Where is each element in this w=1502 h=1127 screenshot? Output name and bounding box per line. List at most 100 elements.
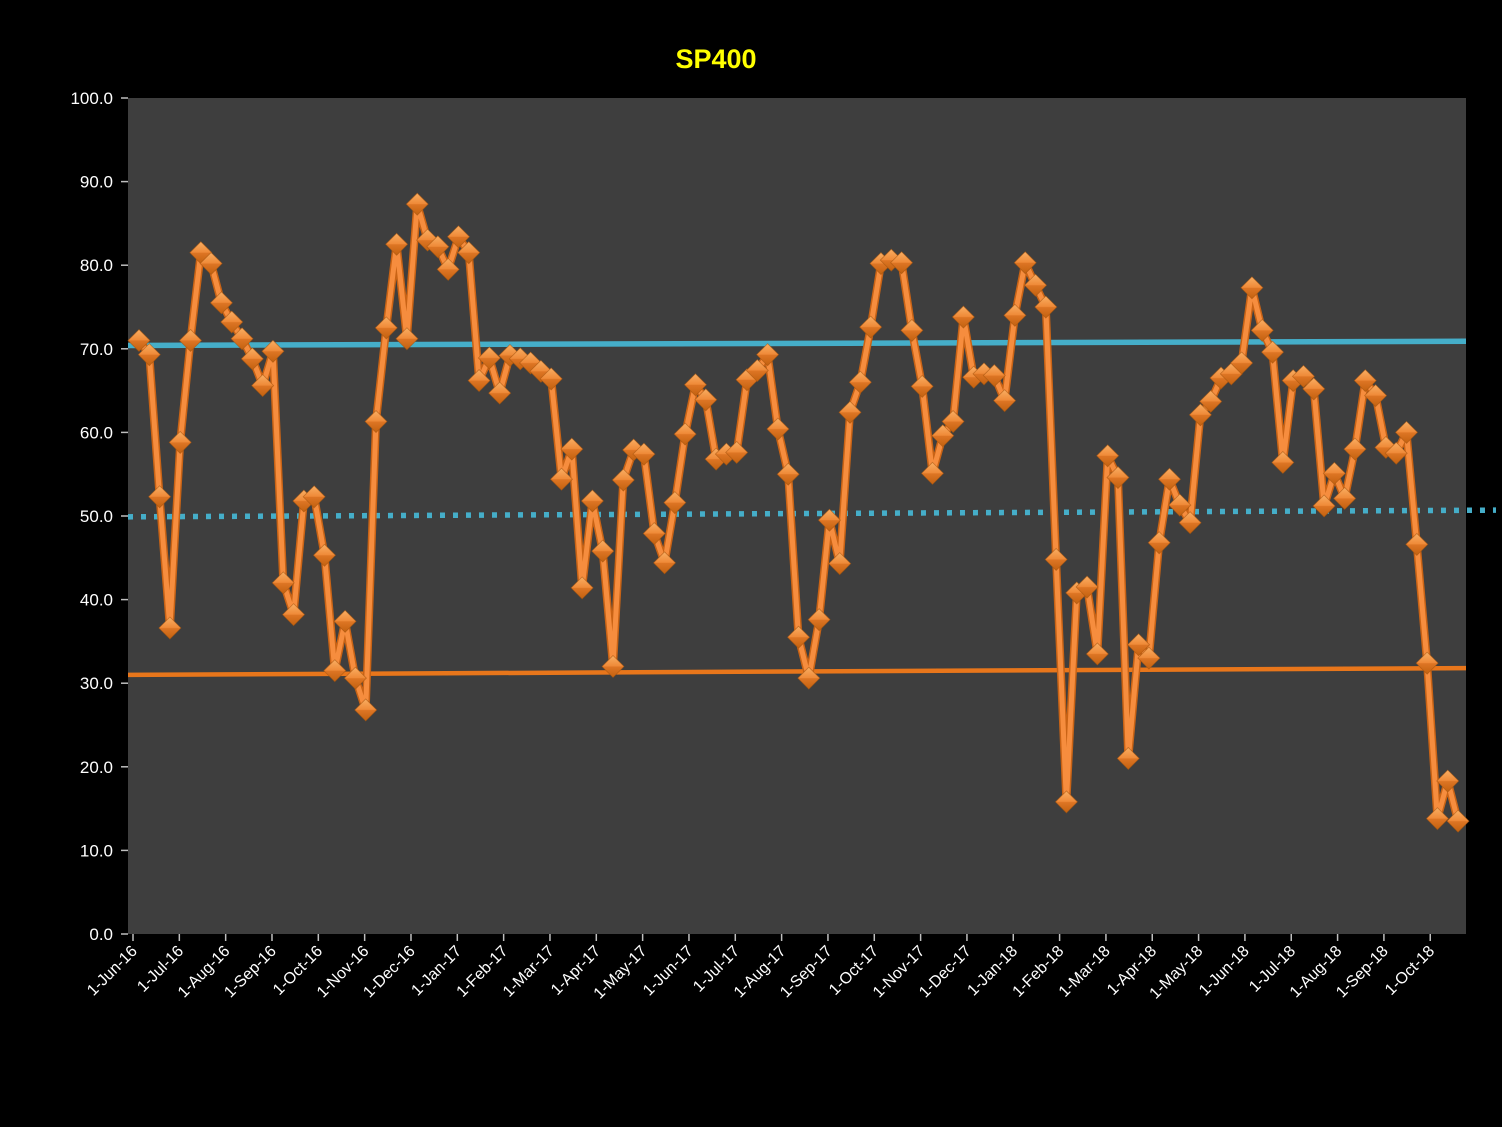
data-point-marker[interactable] xyxy=(333,609,357,633)
data-point-marker[interactable] xyxy=(725,440,749,465)
data-point-marker[interactable] xyxy=(1425,807,1449,831)
data-point-marker[interactable] xyxy=(549,467,574,491)
data-point-marker[interactable] xyxy=(457,241,481,265)
data-point-marker[interactable] xyxy=(838,400,862,424)
data-point-marker[interactable] xyxy=(209,291,234,315)
data-point-marker[interactable] xyxy=(756,343,780,367)
data-point-marker[interactable] xyxy=(1250,318,1274,342)
data-point-marker[interactable] xyxy=(580,489,604,513)
data-point-marker[interactable] xyxy=(1188,403,1212,427)
data-point-marker[interactable] xyxy=(848,370,872,394)
data-point-marker[interactable] xyxy=(168,430,192,454)
data-point-marker[interactable] xyxy=(1240,276,1264,300)
data-point-marker[interactable] xyxy=(1199,389,1223,414)
data-point-marker[interactable] xyxy=(1333,486,1357,511)
data-point-marker[interactable] xyxy=(766,417,790,441)
data-point-marker[interactable] xyxy=(1415,651,1439,675)
data-point-marker[interactable] xyxy=(240,347,264,371)
data-point-marker[interactable] xyxy=(426,235,450,259)
data-point-marker[interactable] xyxy=(601,654,625,679)
data-point-marker[interactable] xyxy=(436,257,460,281)
data-point-marker[interactable] xyxy=(560,437,584,461)
data-point-marker[interactable] xyxy=(1353,369,1377,393)
data-point-marker[interactable] xyxy=(364,409,388,434)
sp400-series[interactable] xyxy=(127,192,1470,833)
data-point-marker[interactable] xyxy=(1405,532,1429,556)
data-point-marker[interactable] xyxy=(1157,467,1182,491)
data-point-marker[interactable] xyxy=(271,571,295,595)
data-point-marker[interactable] xyxy=(220,310,244,334)
data-point-marker[interactable] xyxy=(920,461,945,485)
data-point-marker[interactable] xyxy=(993,389,1017,413)
data-point-marker[interactable] xyxy=(312,543,337,567)
data-point-marker[interactable] xyxy=(343,666,367,690)
data-point-marker[interactable] xyxy=(1436,769,1460,793)
data-point-marker[interactable] xyxy=(199,251,223,276)
data-point-marker[interactable] xyxy=(261,339,285,363)
data-point-marker[interactable] xyxy=(1343,437,1367,461)
data-point-marker[interactable] xyxy=(632,442,656,466)
data-point-marker[interactable] xyxy=(1178,511,1202,535)
data-point-marker[interactable] xyxy=(1384,441,1408,465)
data-point-marker[interactable] xyxy=(354,698,378,722)
data-point-marker[interactable] xyxy=(931,424,955,448)
data-point-marker[interactable] xyxy=(591,539,615,563)
data-point-marker[interactable] xyxy=(178,328,203,353)
data-point-marker[interactable] xyxy=(405,192,429,216)
data-point-marker[interactable] xyxy=(230,327,254,351)
data-point-marker[interactable] xyxy=(1034,295,1058,319)
data-point-marker[interactable] xyxy=(302,485,326,509)
data-point-marker[interactable] xyxy=(611,468,635,492)
data-point-marker[interactable] xyxy=(1291,364,1316,388)
data-point-marker[interactable] xyxy=(395,327,419,351)
data-point-marker[interactable] xyxy=(951,305,975,329)
data-point-marker[interactable] xyxy=(982,363,1006,388)
data-point-marker[interactable] xyxy=(323,659,347,683)
data-point-marker[interactable] xyxy=(1394,420,1419,444)
data-point-marker[interactable] xyxy=(1106,465,1130,490)
data-point-marker[interactable] xyxy=(1023,273,1048,297)
data-point-marker[interactable] xyxy=(900,318,924,342)
data-point-marker[interactable] xyxy=(694,388,718,412)
data-point-marker[interactable] xyxy=(1116,746,1140,771)
data-point-marker[interactable] xyxy=(859,315,883,339)
data-point-marker[interactable] xyxy=(477,346,501,370)
data-point-marker[interactable] xyxy=(282,603,306,627)
data-point-marker[interactable] xyxy=(1137,646,1161,670)
data-point-marker[interactable] xyxy=(251,374,275,398)
data-point-marker[interactable] xyxy=(488,381,512,405)
data-point-marker[interactable] xyxy=(807,608,831,632)
data-point-marker[interactable] xyxy=(1003,303,1027,327)
data-point-marker[interactable] xyxy=(127,328,151,353)
data-point-marker[interactable] xyxy=(467,369,491,393)
data-point-marker[interactable] xyxy=(1312,494,1336,518)
data-point-marker[interactable] xyxy=(374,316,398,340)
data-point-marker[interactable] xyxy=(673,422,697,446)
data-point-marker[interactable] xyxy=(446,225,471,249)
data-point-marker[interactable] xyxy=(941,409,965,434)
data-point-marker[interactable] xyxy=(786,625,811,649)
data-point-marker[interactable] xyxy=(539,367,563,391)
data-point-marker[interactable] xyxy=(745,358,769,383)
data-point-marker[interactable] xyxy=(385,232,409,256)
data-point-marker[interactable] xyxy=(817,508,842,532)
data-point-marker[interactable] xyxy=(1446,809,1470,833)
data-point-marker[interactable] xyxy=(1364,384,1388,408)
data-point-marker[interactable] xyxy=(910,374,934,398)
data-point-marker[interactable] xyxy=(776,462,800,486)
data-point-marker[interactable] xyxy=(137,343,161,367)
data-point-marker[interactable] xyxy=(1322,461,1346,485)
data-point-marker[interactable] xyxy=(1302,377,1326,401)
data-point-marker[interactable] xyxy=(683,373,708,397)
data-point-marker[interactable] xyxy=(1230,351,1254,375)
data-point-marker[interactable] xyxy=(797,666,821,690)
data-point-marker[interactable] xyxy=(663,491,687,515)
data-point-marker[interactable] xyxy=(1013,251,1037,275)
data-point-marker[interactable] xyxy=(1054,790,1079,814)
data-point-marker[interactable] xyxy=(1147,531,1171,555)
data-point-marker[interactable] xyxy=(828,552,852,576)
data-point-marker[interactable] xyxy=(1168,493,1192,517)
data-point-marker[interactable] xyxy=(1085,642,1109,666)
data-point-marker[interactable] xyxy=(1127,633,1151,657)
data-point-marker[interactable] xyxy=(570,576,594,600)
